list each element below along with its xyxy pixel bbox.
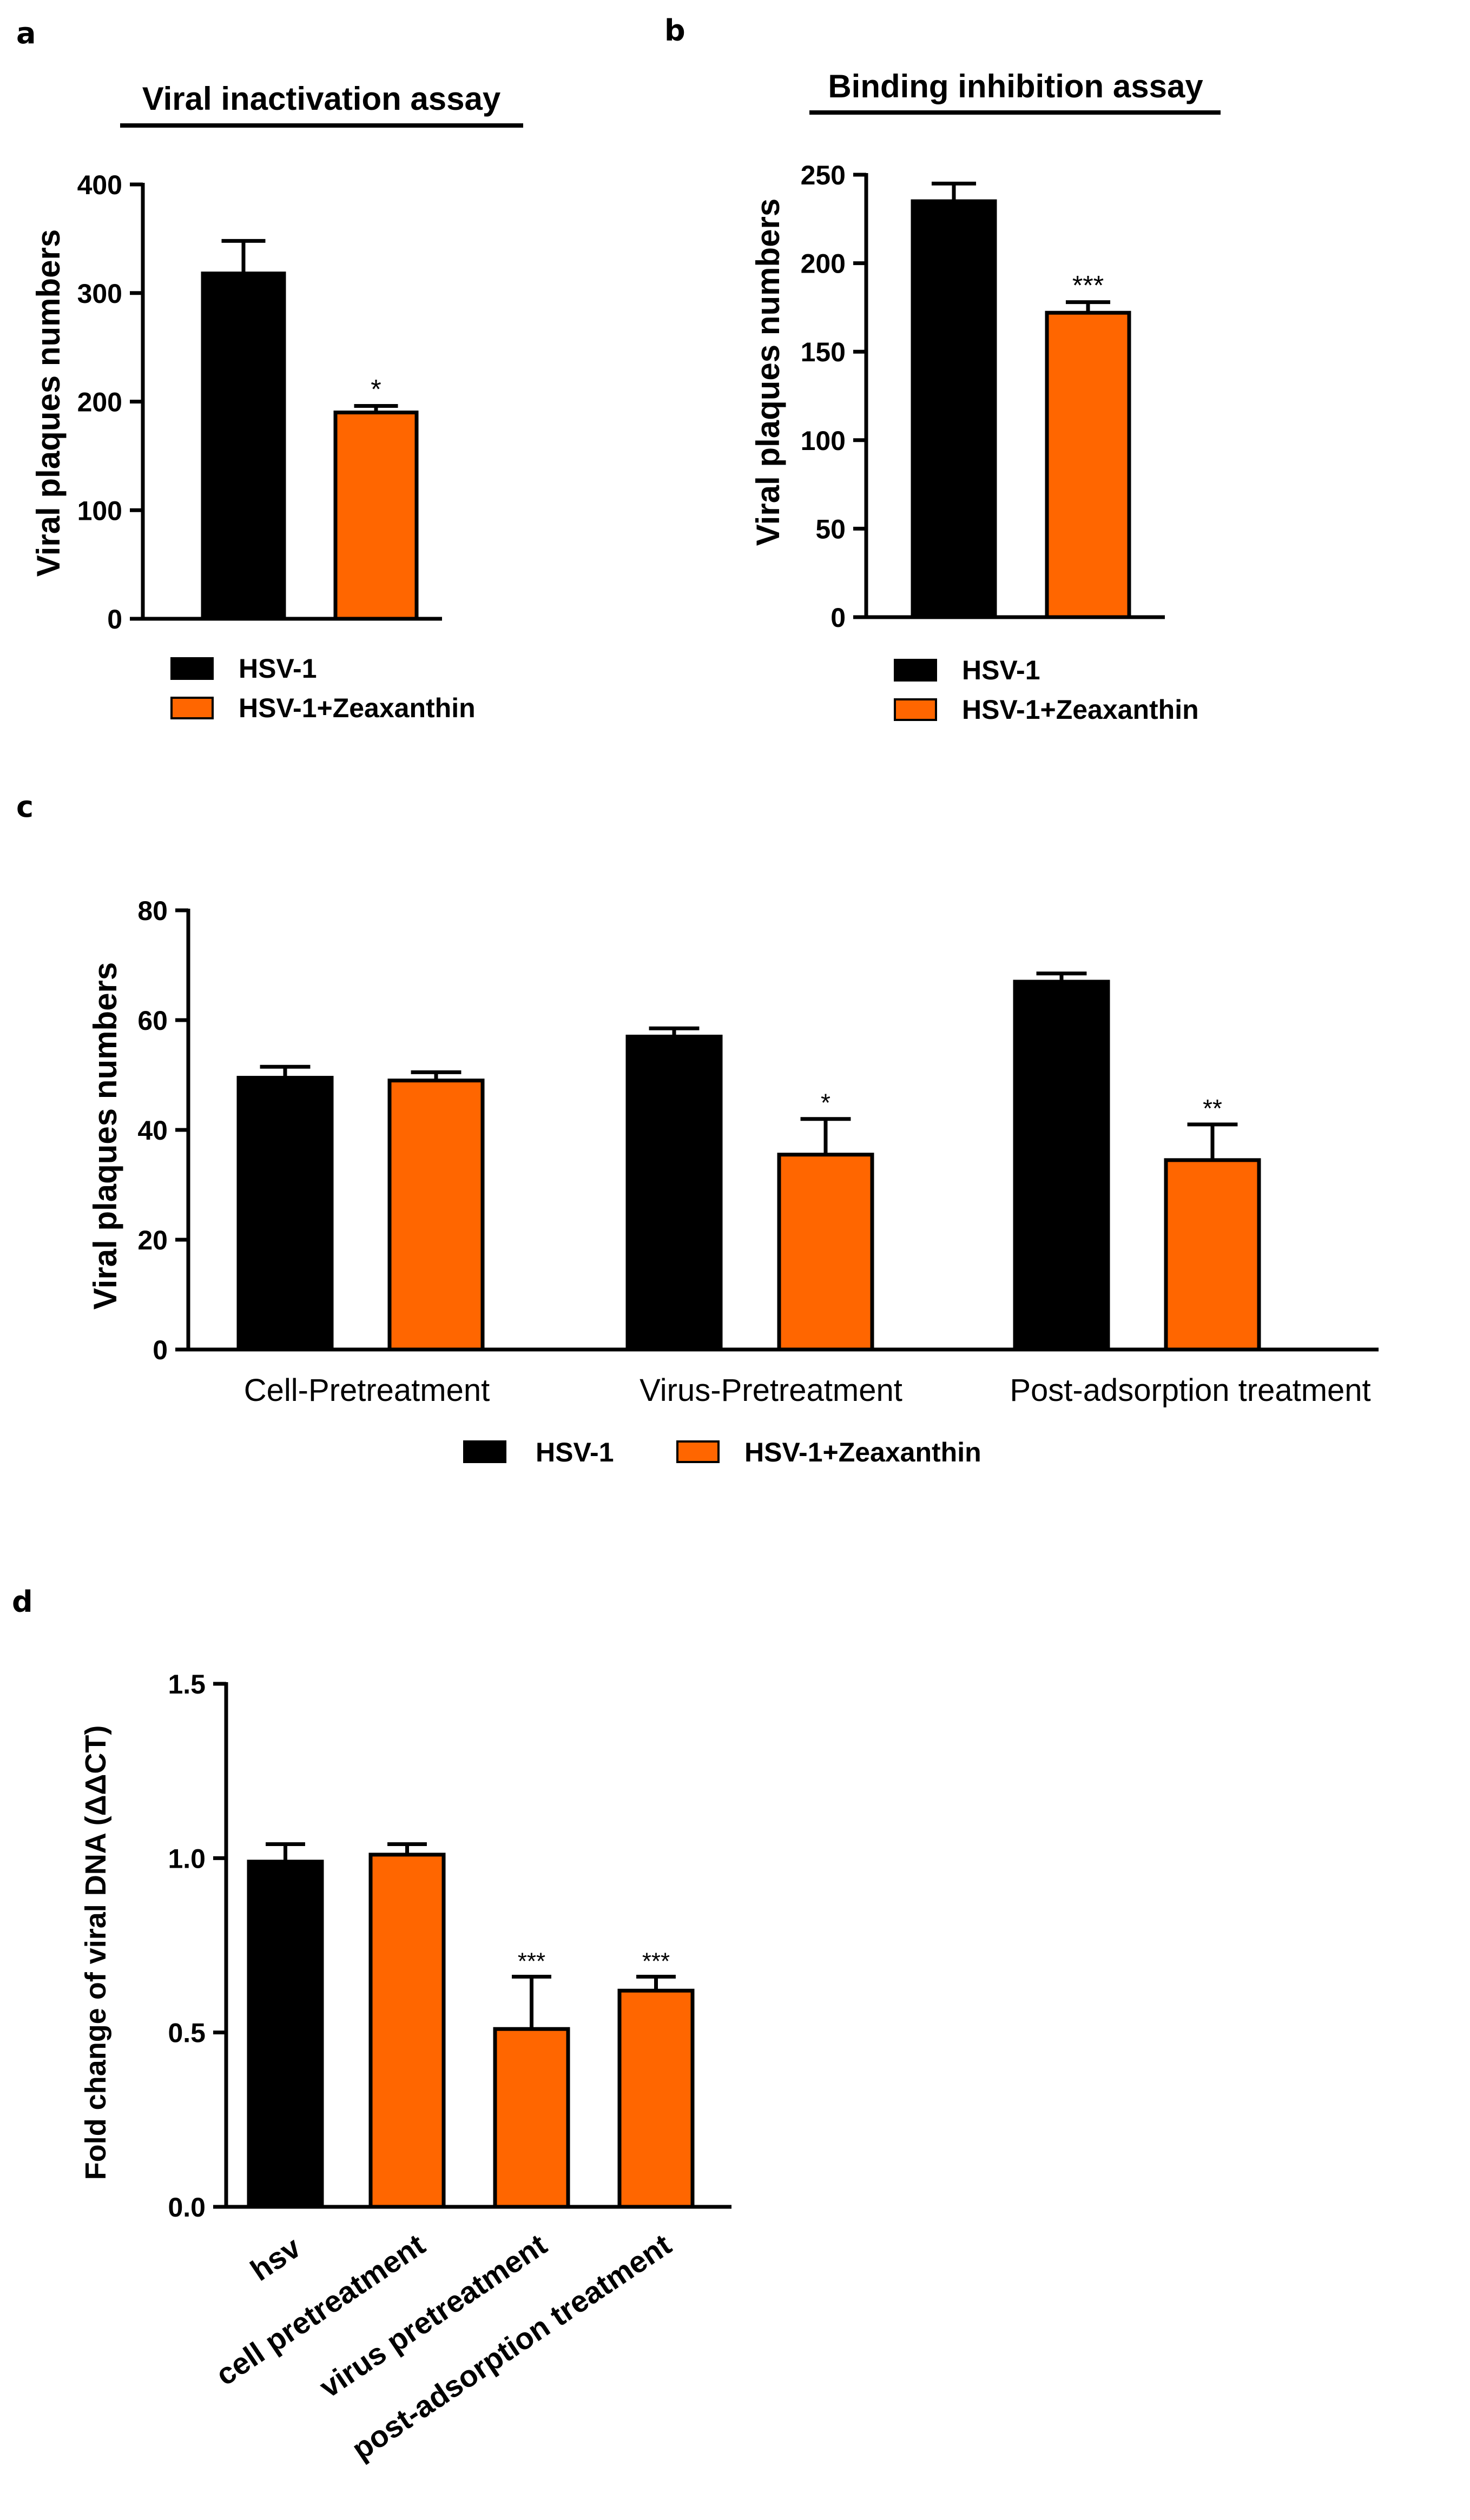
panel-c-category-label-2: Post-adsorption treatment [1010, 1373, 1370, 1408]
panel-c-bars: * **Cell-Pretreatment Virus-Pretreatment Po… [236, 971, 1371, 1408]
panel-c-s0-bar-2 [1013, 980, 1110, 1352]
panel-c-s1-bar-1 [777, 1153, 874, 1352]
panel-d-sig-label-2: *** [518, 1948, 545, 1975]
panel-b-y-tick-label-2: 100 [801, 426, 846, 456]
panel-d-bar-0 [247, 1860, 324, 2209]
panel-a-y-tick-label-4: 400 [77, 170, 122, 200]
panel-a-y-tick-label-2: 200 [77, 387, 122, 418]
panel-b-ylabel: Viral plaques numbers [750, 199, 786, 546]
panel-a-bars: * [201, 239, 419, 621]
panel-c-category-label-1: Virus-Pretreatment [640, 1373, 902, 1408]
panel-a-bar-1 [333, 411, 419, 621]
panel-c-legend-label-zeaxanthin: HSV-1+Zeaxanthin [744, 1437, 981, 1467]
panel-b-bars: *** [911, 181, 1131, 619]
panel-d-y-tick-label-2: 1.0 [168, 1843, 206, 1874]
panel-c-y-tick-label-3: 60 [137, 1006, 168, 1036]
panel-a-y-ticks: 0 100 200 300 400 [77, 170, 143, 634]
panel-c-legend: HSV-1 HSV-1+Zeaxanthin [463, 1437, 981, 1467]
panel-d-letter: d [12, 1585, 33, 1619]
panel-a-legend-swatch-hsv [170, 657, 214, 680]
panel-a-legend-swatch-zeaxanthin [170, 697, 214, 719]
panel-c-s1-bar-2 [1164, 1158, 1261, 1352]
panel-b-title: Binding inhibition assay [828, 68, 1203, 104]
panel-b-legend-label-zeaxanthin: HSV-1+Zeaxanthin [962, 695, 1199, 725]
panel-b-bar-1 [1045, 310, 1131, 619]
panel-b-y-tick-label-4: 200 [801, 249, 846, 279]
panel-a-legend-label-zeaxanthin: HSV-1+Zeaxanthin [239, 693, 476, 723]
panel-a-ylabel: Viral plaques numbers [30, 229, 67, 577]
panel-a-y-tick-label-1: 100 [77, 495, 122, 526]
panel-c-legend-swatch-zeaxanthin [676, 1440, 720, 1463]
panel-c-s0-bar-0 [236, 1076, 334, 1352]
panel-a-legend-label-hsv: HSV-1 [239, 653, 317, 684]
panel-c-s1-sig-label-2: ** [1203, 1094, 1222, 1122]
panel-b-y-tick-label-3: 150 [801, 337, 846, 367]
panel-a-y-tick-label-0: 0 [107, 604, 122, 634]
panel-a-sig-label-1: * [371, 374, 381, 405]
panel-c-letter: c [16, 790, 34, 824]
panel-c-legend-label-hsv: HSV-1 [536, 1437, 614, 1467]
panel-c-y-tick-label-0: 0 [153, 1335, 168, 1365]
panel-b-y-tick-label-0: 0 [830, 603, 846, 633]
panel-a-legend: HSV-1 HSV-1+Zeaxanthin [170, 653, 476, 723]
panel-c-y-tick-label-4: 80 [137, 896, 168, 926]
panel-d-category-label-0: hsv [244, 2230, 306, 2287]
panel-c-legend-swatch-hsv [463, 1440, 506, 1463]
panel-d-y-tick-label-0: 0.0 [168, 2192, 206, 2223]
panel-c-s1-bar-0 [387, 1079, 485, 1352]
panel-d-ylabel: Fold change of viral DNA (ΔΔCT) [80, 1725, 112, 2180]
panel-a-title: Viral inactivation assay [142, 81, 501, 117]
panel-d-y-tick-label-3: 1.5 [168, 1669, 206, 1699]
panel-b-bar-0 [911, 199, 997, 619]
panel-a-y-tick-label-3: 300 [77, 279, 122, 309]
panel-d-bar-3 [617, 1988, 695, 2209]
panel-c-s0-bar-1 [625, 1034, 723, 1352]
panel-b-sig-label-1: *** [1072, 270, 1104, 301]
panel-d-category-label-1: cell pretreatment [209, 2227, 431, 2392]
panel-b-y-tick-label-5: 250 [801, 160, 846, 190]
panel-b: b Binding inhibition assay Viral plaques… [664, 14, 1221, 725]
panel-d-bar-1 [368, 1853, 446, 2209]
panel-c-y-ticks: 0 20 40 60 80 [137, 896, 188, 1365]
panel-b-title-underline [809, 110, 1221, 115]
panel-b-legend: HSV-1 HSV-1+Zeaxanthin [894, 655, 1199, 725]
panel-d: d Fold change of viral DNA (ΔΔCT) 0.0 0.5… [12, 1585, 731, 2466]
panel-a: a Viral inactivation assay Viral plaques… [16, 16, 523, 723]
panel-d-category-label-2: virus pretreatment [313, 2227, 553, 2404]
panel-c-y-tick-label-1: 20 [137, 1225, 168, 1255]
panel-a-title-underline [120, 123, 523, 128]
panel-c-category-label-0: Cell-Pretreatment [244, 1373, 490, 1408]
panel-b-y-ticks: 0 50 100 150 200 250 [801, 160, 866, 633]
panel-c-y-tick-label-2: 40 [137, 1115, 168, 1146]
panel-b-legend-swatch-zeaxanthin [894, 698, 937, 721]
panel-b-legend-swatch-hsv [894, 659, 937, 682]
panel-b-y-tick-label-1: 50 [815, 514, 846, 544]
panel-b-legend-label-hsv: HSV-1 [962, 655, 1040, 685]
panel-d-y-tick-label-1: 0.5 [168, 2018, 206, 2048]
panel-a-letter: a [16, 16, 36, 50]
panel-c-s1-sig-label-1: * [821, 1089, 830, 1117]
panel-b-letter: b [664, 14, 685, 48]
panel-d-y-ticks: 0.0 0.5 1.0 1.5 [168, 1669, 226, 2223]
panel-d-bar-2 [493, 2027, 570, 2209]
panel-d-sig-label-3: *** [642, 1948, 670, 1975]
panel-c-ylabel: Viral plaques numbers [87, 962, 123, 1309]
panel-a-bar-0 [201, 272, 286, 621]
